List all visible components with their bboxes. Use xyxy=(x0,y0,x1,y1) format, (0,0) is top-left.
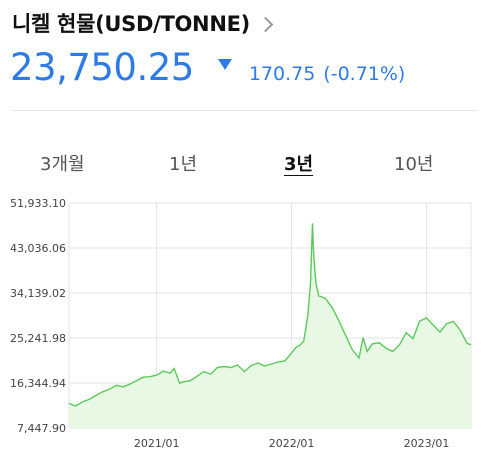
y-tick-label: 51,933.10 xyxy=(10,197,66,210)
period-tabs: 3개월 1년 3년 10년 xyxy=(0,150,492,180)
x-tick-label: 2023/01 xyxy=(404,437,450,450)
y-tick-label: 43,036.06 xyxy=(10,242,66,255)
tab-3-months[interactable]: 3개월 xyxy=(40,154,85,175)
triangle-down-icon xyxy=(217,59,232,70)
tab-10-years[interactable]: 10년 xyxy=(394,154,434,175)
price-line xyxy=(68,223,472,407)
tab-1-year[interactable]: 1년 xyxy=(169,154,198,175)
x-tick-label: 2021/01 xyxy=(134,437,180,450)
price-change: 170.75 xyxy=(248,63,316,85)
price-row: 23,750.25 170.75 (-0.71%) xyxy=(10,46,405,89)
y-tick-label: 16,344.94 xyxy=(10,377,66,390)
divider xyxy=(12,110,478,111)
x-tick-label: 2022/01 xyxy=(269,437,315,450)
y-axis-labels: 51,933.10 43,036.06 34,139.02 25,241.98 16,3… xyxy=(10,197,66,435)
tab-3-years[interactable]: 3년 xyxy=(284,154,314,175)
y-tick-label: 34,139.02 xyxy=(10,287,66,300)
price-change-percent: (-0.71%) xyxy=(323,63,406,85)
y-tick-label: 7,447.90 xyxy=(17,422,66,435)
title-link[interactable]: 니켈 현물(USD/TONNE) xyxy=(12,8,274,38)
page-title: 니켈 현물(USD/TONNE) xyxy=(12,12,250,36)
price-area-fill xyxy=(69,223,471,428)
chevron-right-icon xyxy=(257,16,274,32)
y-tick-label: 25,241.98 xyxy=(10,332,66,345)
x-axis-labels: 2021/01 2022/01 2023/01 xyxy=(134,437,450,450)
price-chart: 51,933.10 43,036.06 34,139.02 25,241.98 16,3… xyxy=(10,197,472,450)
current-price: 23,750.25 xyxy=(10,46,194,89)
